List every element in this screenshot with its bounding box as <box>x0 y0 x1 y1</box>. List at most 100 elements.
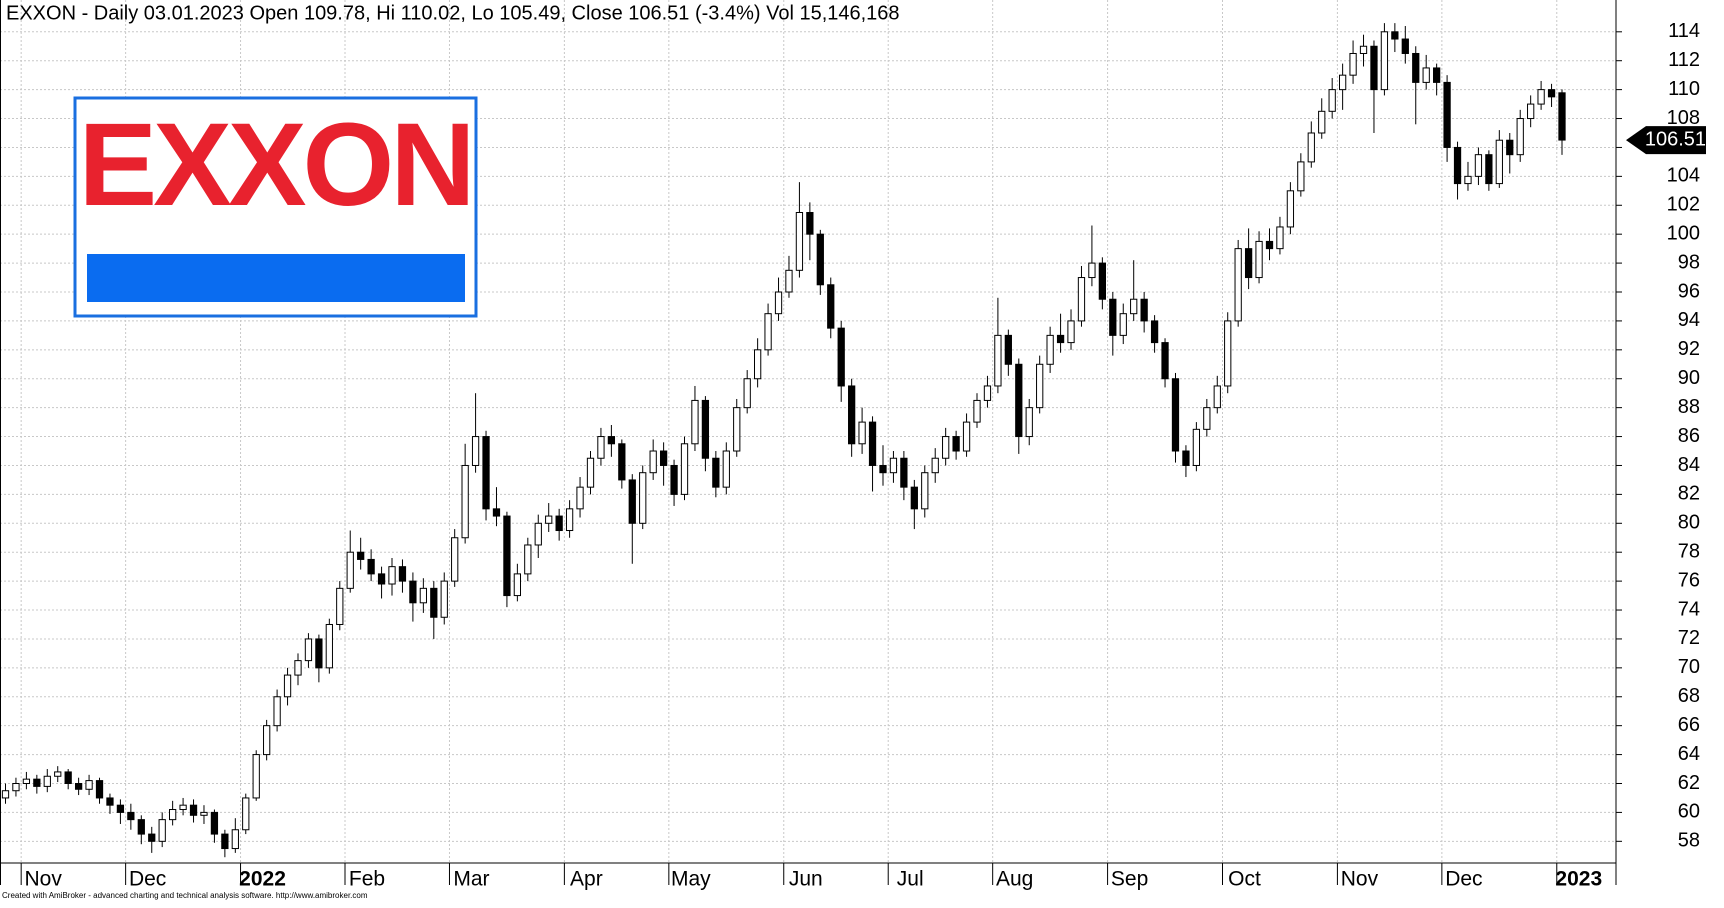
x-tick-label: Dec <box>129 868 166 891</box>
candle-body <box>492 508 501 517</box>
candle <box>994 297 1002 394</box>
candle-body <box>1464 175 1472 185</box>
candle <box>1067 309 1075 350</box>
candle-body <box>1036 363 1044 409</box>
candle <box>1412 46 1420 125</box>
y-tick-label: 114 <box>1668 20 1700 42</box>
candle-body <box>471 436 480 466</box>
y-tick-label: 82 <box>1678 483 1700 505</box>
candle-body <box>1234 248 1242 322</box>
candle-body <box>1192 428 1201 466</box>
candle-body <box>1 790 10 799</box>
candle-body <box>1276 226 1284 250</box>
candle-body <box>33 778 41 787</box>
candle <box>430 581 438 639</box>
x-tick-label: 2023 <box>1555 868 1602 891</box>
y-tick-label: 112 <box>1668 49 1700 71</box>
y-tick-label: 76 <box>1678 569 1700 591</box>
candle <box>294 653 302 686</box>
candle-body <box>1380 31 1389 91</box>
chart-title: EXXON - Daily 03.01.2023 Open 109.78, Hi… <box>6 2 900 24</box>
candle-body <box>1485 154 1493 185</box>
candle <box>555 508 563 541</box>
y-tick-label: 74 <box>1678 598 1700 620</box>
candle-body <box>398 566 407 582</box>
candle-body <box>983 385 992 401</box>
candle <box>43 769 51 793</box>
candle-body <box>200 811 208 816</box>
candle-body <box>1527 103 1535 120</box>
candle-body <box>1088 262 1096 279</box>
candle-body <box>1286 190 1295 228</box>
candle-body <box>1046 334 1054 365</box>
candle-body <box>336 587 344 625</box>
candle-body <box>1182 450 1190 466</box>
candle <box>200 805 208 824</box>
candle-body <box>785 269 793 293</box>
candle <box>545 503 553 532</box>
candle <box>116 799 125 824</box>
candle <box>774 277 783 321</box>
candle <box>1370 40 1378 133</box>
candle <box>252 750 260 801</box>
candle <box>189 799 198 823</box>
candle <box>607 424 616 457</box>
candle <box>848 378 856 457</box>
candle <box>263 719 271 761</box>
candle-body <box>962 421 971 452</box>
candle-body <box>440 580 448 618</box>
candle-body <box>545 515 553 524</box>
candle <box>837 320 845 402</box>
candle <box>242 793 250 835</box>
y-tick-label: 108 <box>1667 107 1700 129</box>
candle-body <box>1453 146 1462 185</box>
candle-body <box>388 566 396 585</box>
candle <box>649 439 657 480</box>
candle <box>858 407 866 454</box>
y-tick-label: 72 <box>1678 627 1700 649</box>
candle-body <box>231 829 239 850</box>
candle-body <box>524 544 532 575</box>
candle-body <box>169 809 177 821</box>
candle-body <box>12 782 20 792</box>
candle <box>471 393 480 473</box>
candle-body <box>555 515 563 532</box>
candle-body <box>74 782 83 790</box>
y-tick-label: 86 <box>1678 425 1700 447</box>
candle-body <box>1224 320 1232 387</box>
candle-body <box>263 725 271 756</box>
candle-body <box>367 558 375 575</box>
candle <box>1276 216 1284 255</box>
candle <box>534 514 542 558</box>
candle <box>357 537 365 570</box>
candle <box>1224 312 1232 394</box>
candle-body <box>1401 38 1409 54</box>
x-tick-label: Jun <box>789 868 823 891</box>
candle-body <box>1495 139 1503 185</box>
candle <box>12 777 20 797</box>
candle-body <box>639 472 647 524</box>
candle <box>576 477 584 518</box>
candle <box>85 774 93 796</box>
candle <box>451 529 459 587</box>
candle-body <box>158 819 166 842</box>
candle-body <box>680 443 689 495</box>
candle-body <box>1433 67 1441 83</box>
candle-body <box>22 778 31 784</box>
candle-body <box>879 464 887 474</box>
y-tick-label: 84 <box>1678 454 1700 476</box>
candle <box>1130 260 1138 321</box>
candle <box>273 689 281 732</box>
candle-body <box>1349 52 1357 76</box>
candle <box>1244 228 1253 290</box>
candle <box>1433 63 1441 96</box>
y-tick-label: 88 <box>1678 396 1700 418</box>
candle-body <box>1265 240 1274 250</box>
candle-body <box>1391 31 1399 40</box>
candle <box>973 393 981 428</box>
candle-body <box>774 291 783 315</box>
candle-body <box>95 780 104 799</box>
y-tick-label: 80 <box>1678 512 1700 534</box>
candle <box>106 793 114 814</box>
candle <box>169 800 177 826</box>
